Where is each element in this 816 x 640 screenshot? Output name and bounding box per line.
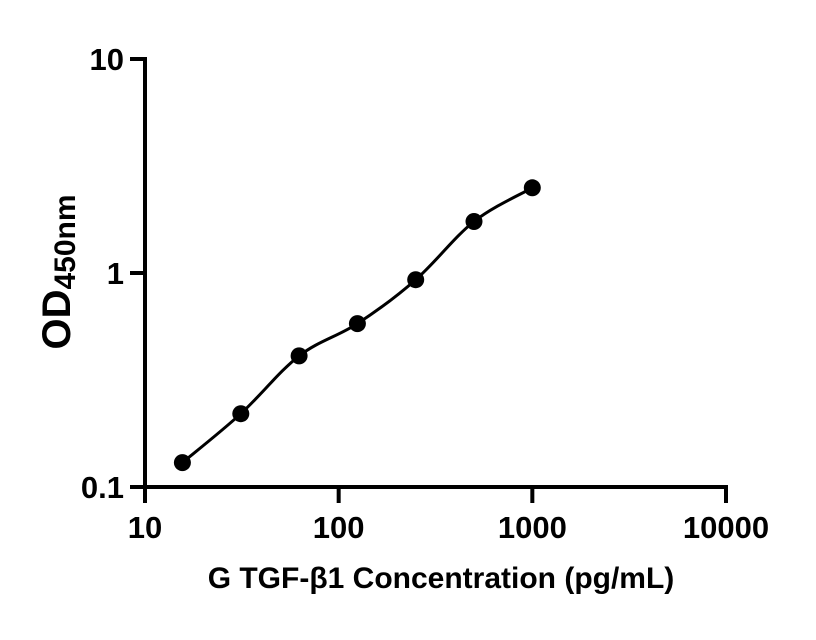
- x-tick-label-10000: 10000: [683, 510, 769, 545]
- axes: [130, 57, 728, 503]
- data-point-1000: [523, 179, 541, 197]
- x-tick-label-100: 100: [313, 510, 365, 545]
- y-axis-title-subscript: 450nm: [49, 194, 82, 290]
- data-point-250: [407, 271, 425, 289]
- data-point-500: [465, 213, 483, 230]
- y-tick-label-1: 1: [107, 256, 124, 291]
- y-tick-label-0.1: 0.1: [81, 470, 124, 505]
- data-point-62.5: [290, 347, 308, 365]
- data-point-31.25: [232, 405, 250, 423]
- x-tick-label-10: 10: [128, 510, 162, 545]
- y-tick-label-10: 10: [90, 42, 124, 77]
- data-point-15.6: [173, 454, 191, 472]
- y-axis-title: OD450nm: [35, 194, 82, 350]
- data-point-125: [348, 315, 366, 333]
- x-axis-title: G TGF-β1 Concentration (pg/mL): [207, 562, 675, 595]
- x-tick-label-1000: 1000: [498, 510, 567, 545]
- y-axis-title-main: OD: [35, 289, 79, 350]
